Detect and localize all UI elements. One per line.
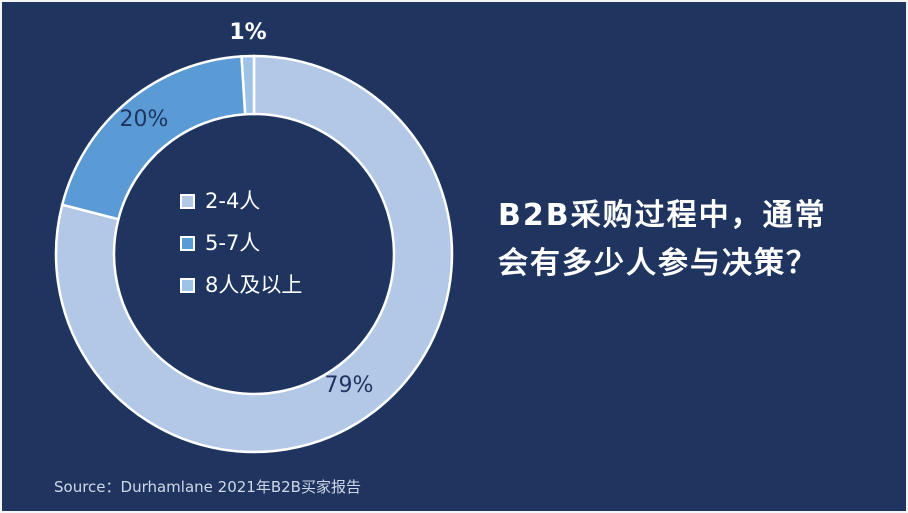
- legend-item-2-4: 2-4人: [180, 188, 302, 214]
- legend-swatch-5-7: [180, 235, 195, 251]
- legend-label-2-4: 2-4人: [205, 189, 261, 213]
- donut-slice-0: [54, 54, 454, 454]
- chart-question-title: B2B采购过程中，通常 会有多少人参与决策？: [498, 192, 898, 288]
- source-note: Source：Durhamlane 2021年B2B买家报告: [54, 478, 361, 496]
- data-label-2: 1%: [229, 20, 266, 45]
- question-line-1: B2B采购过程中，通常: [498, 198, 827, 233]
- legend: 2-4人 5-7人 8人及以上: [180, 188, 302, 298]
- legend-item-8-plus: 8人及以上: [180, 272, 302, 298]
- legend-item-5-7: 5-7人: [180, 230, 302, 256]
- data-label-1: 20%: [120, 107, 169, 132]
- donut-slice-2: [240, 54, 256, 116]
- legend-swatch-8-plus: [180, 277, 195, 293]
- legend-label-5-7: 5-7人: [205, 231, 261, 255]
- legend-label-8-plus: 8人及以上: [205, 273, 303, 297]
- legend-swatch-2-4: [180, 193, 195, 209]
- data-label-0: 79%: [325, 373, 374, 398]
- question-line-2: 会有多少人参与决策？: [498, 246, 818, 281]
